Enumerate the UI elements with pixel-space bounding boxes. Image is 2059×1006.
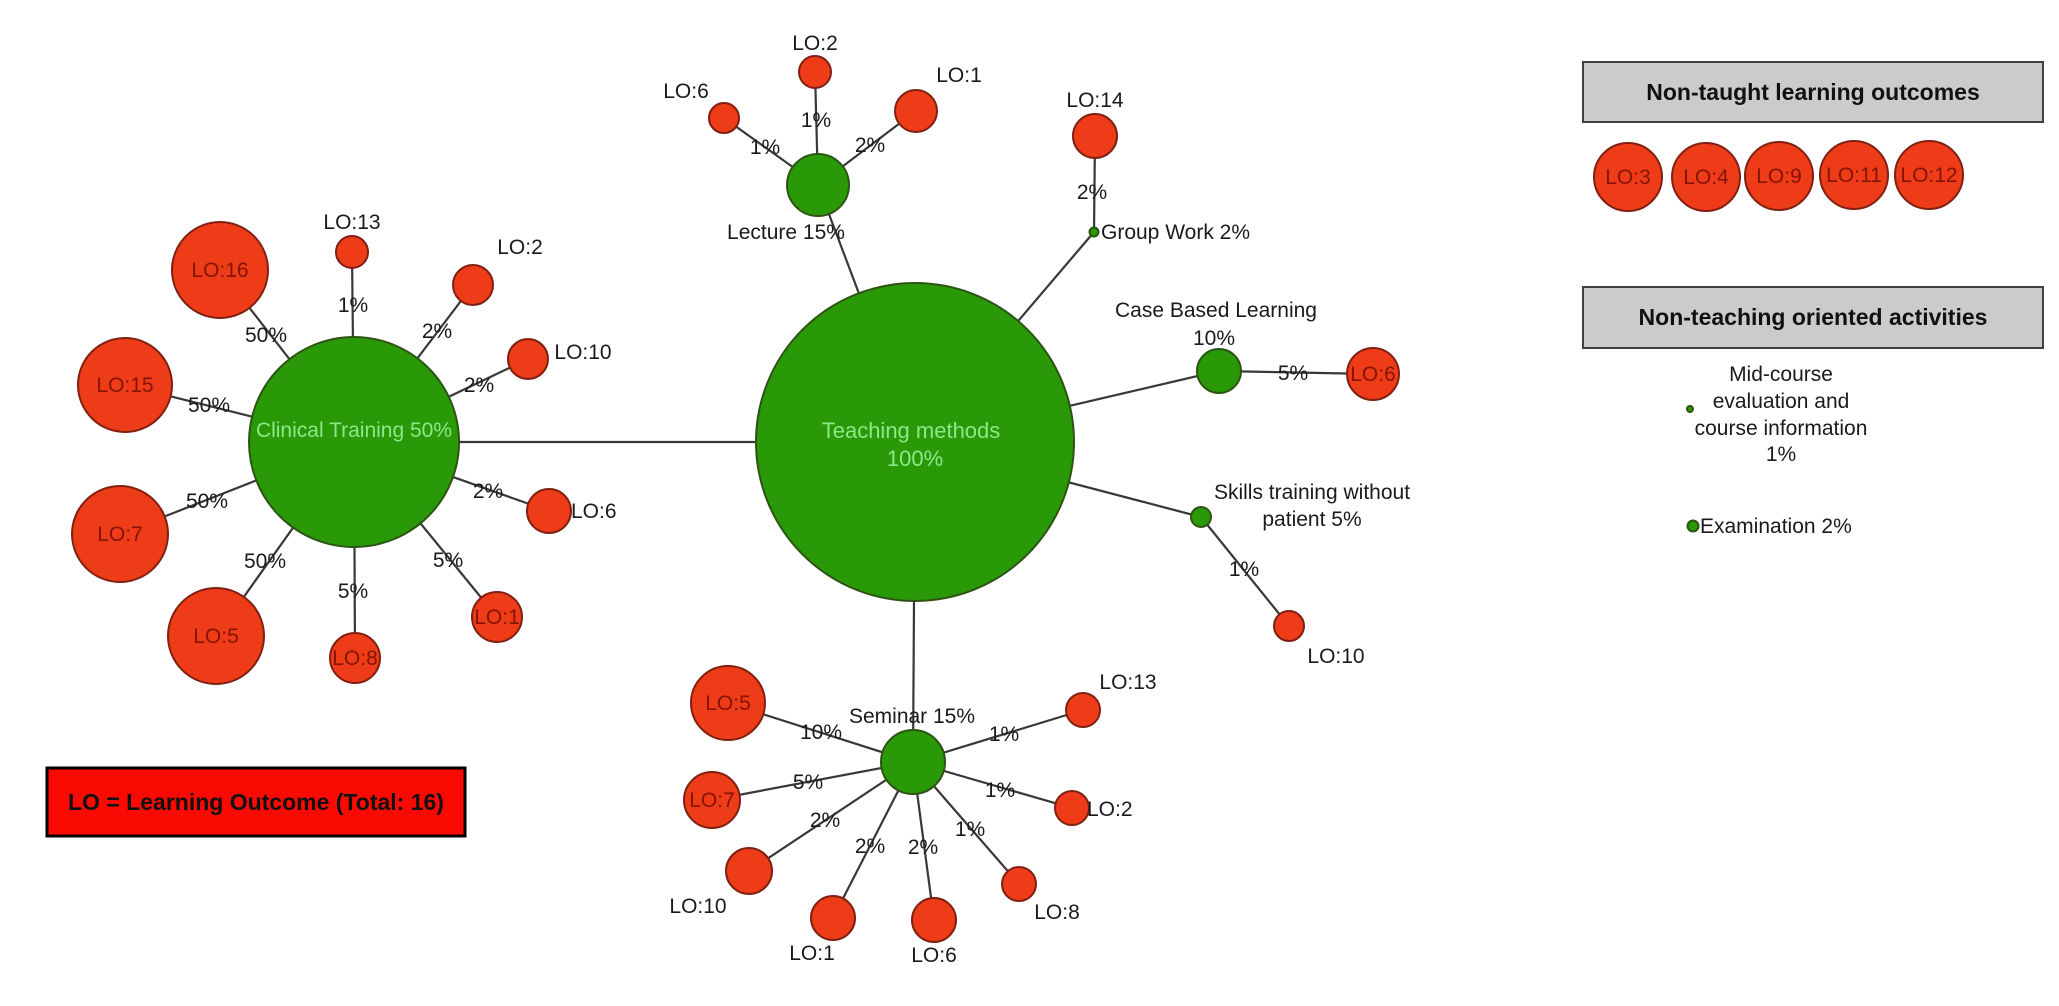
svg-text:1%: 1% — [985, 779, 1015, 802]
svg-text:1%: 1% — [1229, 558, 1259, 581]
svg-text:LO = Learning Outcome (Total:: LO = Learning Outcome (Total: 16) — [68, 789, 444, 815]
svg-text:Examination 2%: Examination 2% — [1700, 515, 1852, 538]
svg-text:1%: 1% — [750, 136, 780, 159]
svg-text:LO:7: LO:7 — [689, 789, 735, 812]
svg-text:LO:1: LO:1 — [936, 64, 982, 87]
svg-text:LO:14: LO:14 — [1066, 89, 1124, 112]
svg-text:LO:12: LO:12 — [1900, 164, 1957, 187]
svg-text:LO:2: LO:2 — [792, 32, 838, 55]
svg-text:2%: 2% — [908, 836, 938, 859]
svg-text:LO:6: LO:6 — [1350, 363, 1396, 386]
svg-text:LO:5: LO:5 — [193, 625, 239, 648]
svg-text:LO:10: LO:10 — [669, 895, 726, 918]
svg-text:2%: 2% — [855, 134, 885, 157]
svg-text:Clinical Training 50%: Clinical Training 50% — [256, 419, 452, 442]
svg-text:LO:6: LO:6 — [571, 500, 617, 523]
svg-text:Lecture 15%: Lecture 15% — [727, 221, 845, 244]
svg-text:patient 5%: patient 5% — [1262, 508, 1361, 531]
svg-text:LO:9: LO:9 — [1756, 165, 1802, 188]
svg-text:LO:1: LO:1 — [789, 942, 835, 965]
svg-text:5%: 5% — [1278, 362, 1308, 385]
svg-text:LO:16: LO:16 — [191, 259, 248, 282]
svg-text:LO:11: LO:11 — [1826, 164, 1882, 187]
svg-text:1%: 1% — [955, 818, 985, 841]
svg-text:LO:4: LO:4 — [1683, 166, 1729, 189]
svg-text:LO:10: LO:10 — [1307, 645, 1364, 668]
svg-text:LO:5: LO:5 — [705, 692, 751, 715]
svg-text:1%: 1% — [338, 294, 368, 317]
svg-text:50%: 50% — [245, 324, 287, 347]
svg-text:2%: 2% — [810, 809, 840, 832]
svg-text:LO:3: LO:3 — [1605, 166, 1651, 189]
svg-text:2%: 2% — [855, 835, 885, 858]
svg-text:Seminar 15%: Seminar 15% — [849, 705, 975, 728]
svg-text:LO:2: LO:2 — [497, 236, 543, 259]
svg-text:Non-taught learning outcomes: Non-taught learning outcomes — [1646, 79, 1980, 105]
svg-text:1%: 1% — [989, 723, 1019, 746]
svg-text:5%: 5% — [338, 580, 368, 603]
svg-text:Skills training without: Skills training without — [1214, 481, 1410, 504]
svg-text:2%: 2% — [464, 374, 494, 397]
svg-text:LO:6: LO:6 — [663, 80, 709, 103]
svg-text:5%: 5% — [793, 771, 823, 794]
svg-text:Teaching methods: Teaching methods — [822, 418, 1001, 443]
svg-text:LO:8: LO:8 — [1034, 901, 1080, 924]
svg-text:2%: 2% — [473, 480, 503, 503]
svg-text:50%: 50% — [188, 394, 230, 417]
svg-text:Mid-course: Mid-course — [1729, 363, 1833, 386]
svg-text:50%: 50% — [186, 490, 228, 513]
svg-text:5%: 5% — [433, 549, 463, 572]
svg-text:1%: 1% — [801, 109, 831, 132]
svg-text:50%: 50% — [244, 550, 286, 573]
svg-text:Case Based Learning: Case Based Learning — [1115, 299, 1317, 322]
svg-text:10%: 10% — [800, 721, 842, 744]
svg-text:LO:7: LO:7 — [97, 523, 143, 546]
svg-text:2%: 2% — [422, 320, 452, 343]
svg-text:course information: course information — [1695, 417, 1868, 440]
svg-text:100%: 100% — [887, 446, 943, 471]
svg-text:evaluation and: evaluation and — [1713, 390, 1850, 413]
svg-text:LO:10: LO:10 — [554, 341, 611, 364]
svg-text:LO:15: LO:15 — [96, 374, 153, 397]
svg-text:LO:13: LO:13 — [1099, 671, 1156, 694]
svg-text:Non-teaching oriented activiti: Non-teaching oriented activities — [1639, 304, 1988, 330]
svg-text:2%: 2% — [1077, 181, 1107, 204]
svg-text:LO:8: LO:8 — [332, 647, 378, 670]
svg-text:1%: 1% — [1766, 443, 1796, 466]
svg-text:LO:13: LO:13 — [323, 211, 380, 234]
svg-text:LO:6: LO:6 — [911, 944, 957, 967]
svg-text:LO:2: LO:2 — [1087, 798, 1133, 821]
svg-text:Group Work 2%: Group Work 2% — [1101, 221, 1250, 244]
svg-text:10%: 10% — [1193, 327, 1235, 350]
svg-text:LO:1: LO:1 — [474, 606, 520, 629]
